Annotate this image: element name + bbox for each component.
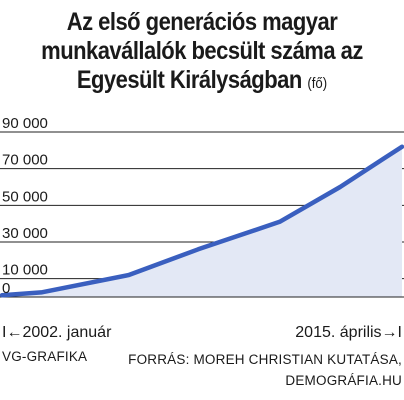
y-tick-label-3: 50 000 bbox=[2, 188, 48, 205]
chart-title: Az első generációs magyar munkavállalók … bbox=[24, 8, 380, 98]
area-fill bbox=[2, 146, 402, 297]
title-line-1: Az első generációs magyar bbox=[66, 8, 338, 36]
title-unit: (fő) bbox=[307, 75, 328, 92]
y-tick-label-2: 30 000 bbox=[2, 225, 48, 242]
y-tick-label-4: 70 000 bbox=[2, 152, 48, 169]
source-line-2: DEMOGRÁFIA.HU bbox=[285, 373, 402, 388]
y-tick-label-0: 0 bbox=[2, 280, 10, 297]
title-line-3-text: Egyesült Királyságban bbox=[76, 66, 302, 94]
x-axis-start-label: I←2002. január bbox=[2, 324, 112, 341]
tick-label-layer: 010 000 30 000 50 000 70 000 90 000 bbox=[2, 115, 48, 297]
y-tick-label-5: 90 000 bbox=[2, 115, 48, 132]
title-line-3: Egyesült Királyságban (fő) bbox=[24, 66, 380, 98]
area-layer bbox=[0, 144, 404, 298]
y-tick-label-1: 10 000 bbox=[2, 262, 48, 279]
source-note: FORRÁS: MOREH CHRISTIAN KUTATÁSA, DEMOGR… bbox=[128, 349, 402, 391]
x-axis-end-label: 2015. április→I bbox=[295, 324, 402, 341]
area-chart: 010 000 30 000 50 000 70 000 90 000 bbox=[0, 115, 404, 298]
title-line-2: munkavállalók becsült száma az bbox=[41, 37, 363, 65]
source-line-1: FORRÁS: MOREH CHRISTIAN KUTATÁSA, bbox=[128, 352, 402, 367]
graphic-credit: VG-GRAFIKA bbox=[2, 349, 88, 364]
